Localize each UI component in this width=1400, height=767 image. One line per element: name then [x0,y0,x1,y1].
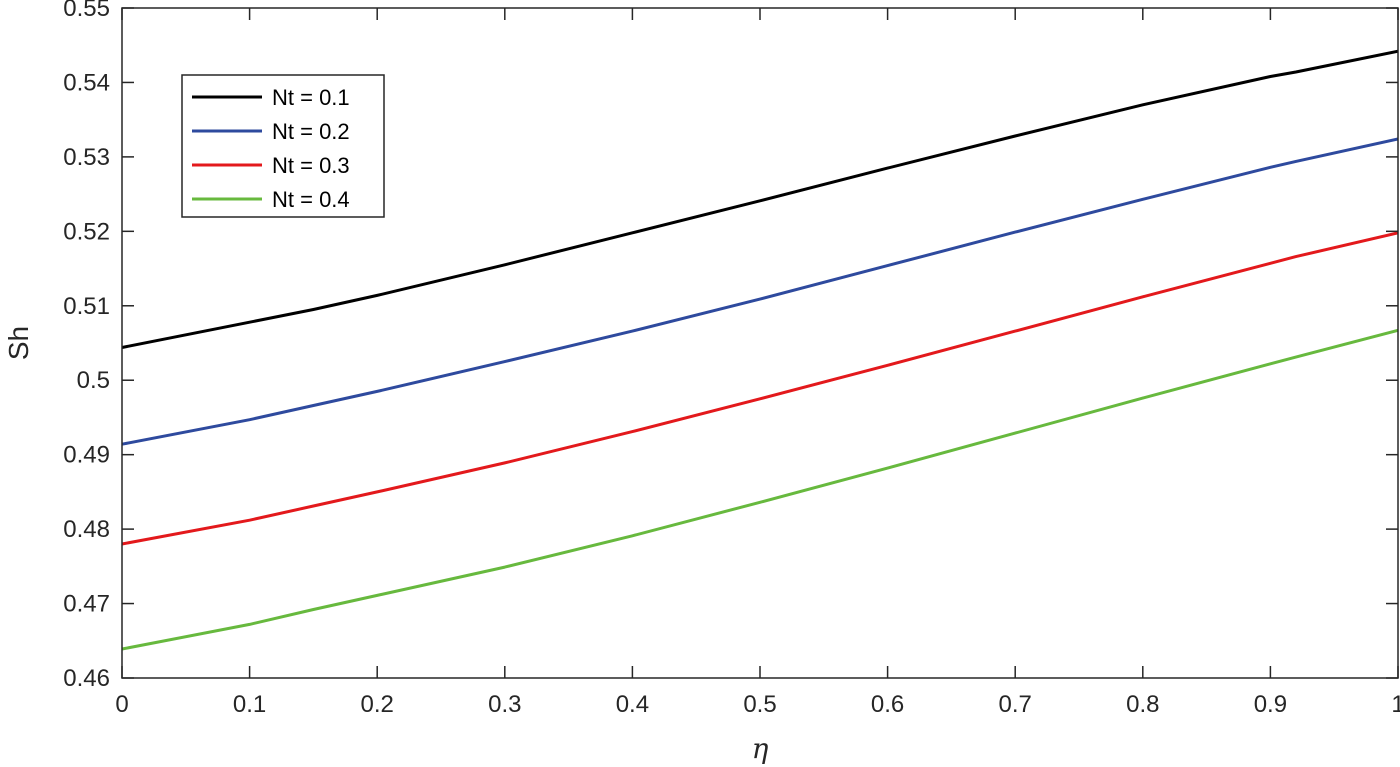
y-tick-label: 0.46 [63,665,110,692]
x-tick-label: 0 [115,691,128,718]
series-line-1 [121,49,1399,349]
x-tick-label: 0.6 [871,691,904,718]
y-tick-label: 0.48 [63,516,110,543]
x-tick-label: 0.1 [233,691,266,718]
legend-box [181,74,385,218]
x-tick-label: 0.2 [361,691,394,718]
y-tick-label: 0.53 [63,144,110,171]
y-tick-label: 0.49 [63,442,110,469]
y-axis-title: Sh [3,326,34,360]
series-line-3 [121,231,1399,546]
x-tick-label: 0.7 [999,691,1032,718]
y-tick-label: 0.47 [63,591,110,618]
ticks-layer: 0 0.1 0.2 0.3 0.4 0.5 0.6 0.7 0.8 0.9 1 0.46 0.47 0.4… [63,0,1400,718]
x-tick-label: 0.3 [488,691,521,718]
y-tick-label: 0.52 [63,218,110,245]
x-tick-label: 0.5 [743,691,776,718]
x-axis-title: η [752,732,769,765]
series-line-4 [121,328,1399,651]
y-tick-label: 0.5 [77,367,110,394]
x-tick-label: 1 [1391,691,1400,718]
series-line-2 [121,137,1399,446]
y-tick-label: 0.55 [63,0,110,22]
x-tick-label: 0.9 [1254,691,1287,718]
legend: Nt = 0.1 Nt = 0.2 Nt = 0.3 Nt = 0.4 [181,74,385,218]
legend-label-3: Nt = 0.3 [272,153,350,178]
legend-label-4: Nt = 0.4 [272,187,350,212]
y-tick-label: 0.51 [63,293,110,320]
series-layer [121,49,1399,651]
legend-label-1: Nt = 0.1 [272,85,350,110]
x-tick-label: 0.8 [1126,691,1159,718]
x-tick-label: 0.4 [616,691,649,718]
y-tick-label: 0.54 [63,69,110,96]
legend-label-2: Nt = 0.2 [272,119,350,144]
